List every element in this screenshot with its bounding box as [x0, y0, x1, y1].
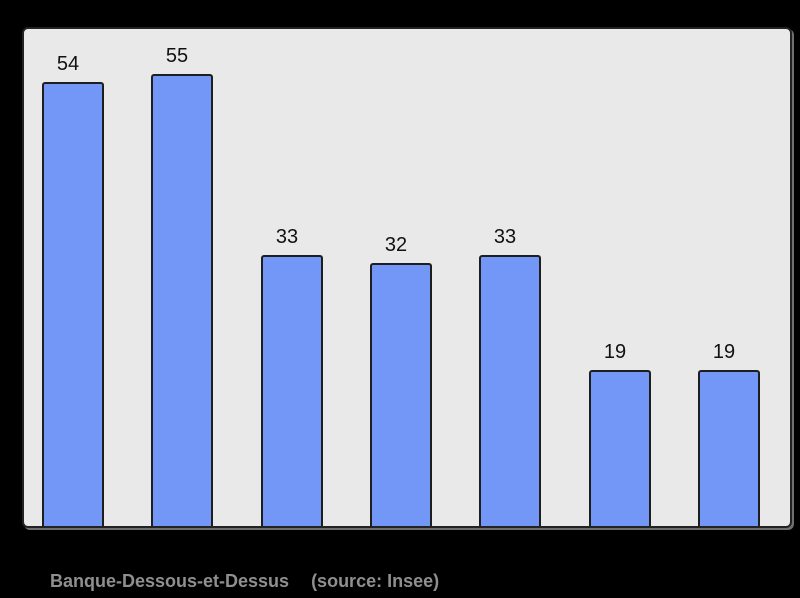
bar-value-label-7: 19 — [712, 341, 736, 363]
caption-title: Banque-Dessous-et-Dessus — [50, 571, 290, 591]
bar-4 — [370, 263, 432, 526]
bar-5 — [479, 255, 541, 526]
bar-1 — [42, 82, 104, 526]
bar-value-label-2: 55 — [165, 45, 189, 67]
bar-value-label-1: 54 — [56, 53, 80, 75]
bar-3 — [261, 255, 323, 526]
bar-7 — [698, 370, 760, 526]
bar-value-label-6: 19 — [603, 341, 627, 363]
chart-plot-area: 54 55 33 32 33 19 19 — [22, 27, 792, 528]
caption-source: (source: Insee) — [311, 571, 440, 591]
bar-value-label-4: 32 — [384, 234, 408, 256]
bar-2 — [151, 74, 213, 526]
bar-value-label-3: 33 — [275, 226, 299, 248]
bar-6 — [589, 370, 651, 526]
bar-value-label-5: 33 — [493, 226, 517, 248]
chart-caption: Banque-Dessous-et-Dessus (source: Insee) — [50, 571, 439, 591]
